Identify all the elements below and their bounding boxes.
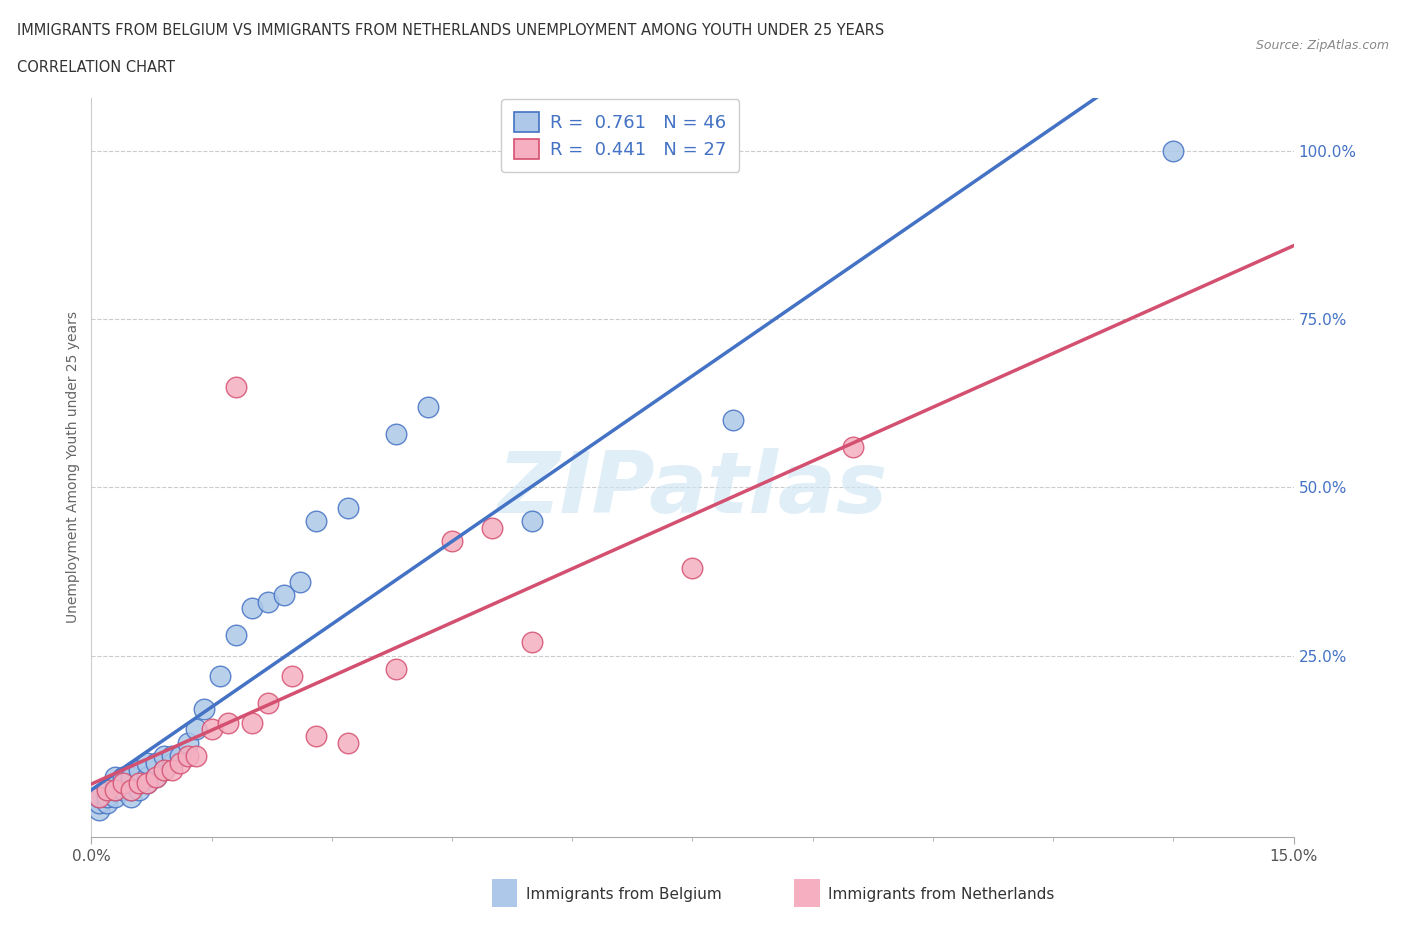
Point (128, 763, 150, 777)
Point (104, 790, 127, 804)
Point (273, 588, 295, 603)
Point (288, 574, 311, 589)
Point (112, 776, 135, 790)
Point (201, 722, 224, 737)
Point (385, 661, 408, 676)
Point (169, 755, 191, 770)
Text: ZIPatlas: ZIPatlas (498, 448, 887, 531)
Point (136, 769, 159, 784)
Point (121, 769, 143, 784)
Point (225, 379, 247, 394)
Point (256, 594, 278, 609)
Text: CORRELATION CHART: CORRELATION CHART (17, 60, 174, 75)
Point (128, 776, 150, 790)
Point (136, 776, 159, 790)
Point (193, 702, 215, 717)
Point (336, 736, 359, 751)
Point (305, 729, 328, 744)
Point (89, 790, 111, 804)
Point (841, 440, 863, 455)
Point (336, 500, 359, 515)
Point (385, 426, 408, 441)
Legend: R =  0.761   N = 46, R =  0.441   N = 27: R = 0.761 N = 46, R = 0.441 N = 27 (502, 100, 740, 171)
Point (208, 669, 231, 684)
Point (160, 763, 183, 777)
Point (145, 755, 167, 770)
Point (96, 782, 118, 797)
Point (89, 790, 111, 804)
Point (145, 769, 167, 784)
Text: IMMIGRANTS FROM BELGIUM VS IMMIGRANTS FROM NETHERLANDS UNEMPLOYMENT AMONG YOUTH : IMMIGRANTS FROM BELGIUM VS IMMIGRANTS FR… (17, 23, 884, 38)
Point (240, 715, 263, 730)
Point (1163, 144, 1185, 159)
Point (176, 736, 198, 751)
Point (440, 534, 463, 549)
Point (128, 782, 150, 797)
Point (184, 722, 207, 737)
Point (184, 749, 207, 764)
Point (136, 776, 159, 790)
Point (136, 755, 159, 770)
Point (104, 776, 127, 790)
Point (104, 782, 127, 797)
Point (89, 803, 111, 817)
Point (152, 763, 174, 777)
Point (176, 749, 198, 764)
Point (96, 782, 118, 797)
Point (104, 782, 127, 797)
Text: Immigrants from Belgium: Immigrants from Belgium (526, 887, 721, 902)
FancyBboxPatch shape (486, 873, 524, 912)
Point (121, 776, 143, 790)
Point (681, 561, 703, 576)
Point (112, 776, 135, 790)
Point (96, 790, 118, 804)
Point (416, 399, 439, 414)
Point (481, 521, 503, 536)
Point (121, 782, 143, 797)
Point (160, 755, 183, 770)
Point (225, 628, 247, 643)
Point (522, 634, 544, 649)
Point (121, 790, 143, 804)
Point (96, 796, 118, 811)
Point (128, 776, 150, 790)
Text: Source: ZipAtlas.com: Source: ZipAtlas.com (1256, 39, 1389, 52)
Point (169, 749, 191, 764)
Point (152, 749, 174, 764)
Point (721, 413, 744, 428)
Point (256, 695, 278, 710)
Text: Immigrants from Netherlands: Immigrants from Netherlands (828, 887, 1054, 902)
Point (145, 769, 167, 784)
Point (112, 782, 135, 797)
Y-axis label: Unemployment Among Youth under 25 years: Unemployment Among Youth under 25 years (66, 312, 80, 623)
Point (121, 782, 143, 797)
Point (522, 513, 544, 528)
Point (217, 715, 239, 730)
Point (89, 796, 111, 811)
Point (104, 769, 127, 784)
Point (160, 749, 183, 764)
Point (305, 513, 328, 528)
Point (152, 763, 174, 777)
Point (112, 769, 135, 784)
FancyBboxPatch shape (787, 873, 827, 912)
Point (281, 669, 304, 684)
Point (240, 601, 263, 616)
